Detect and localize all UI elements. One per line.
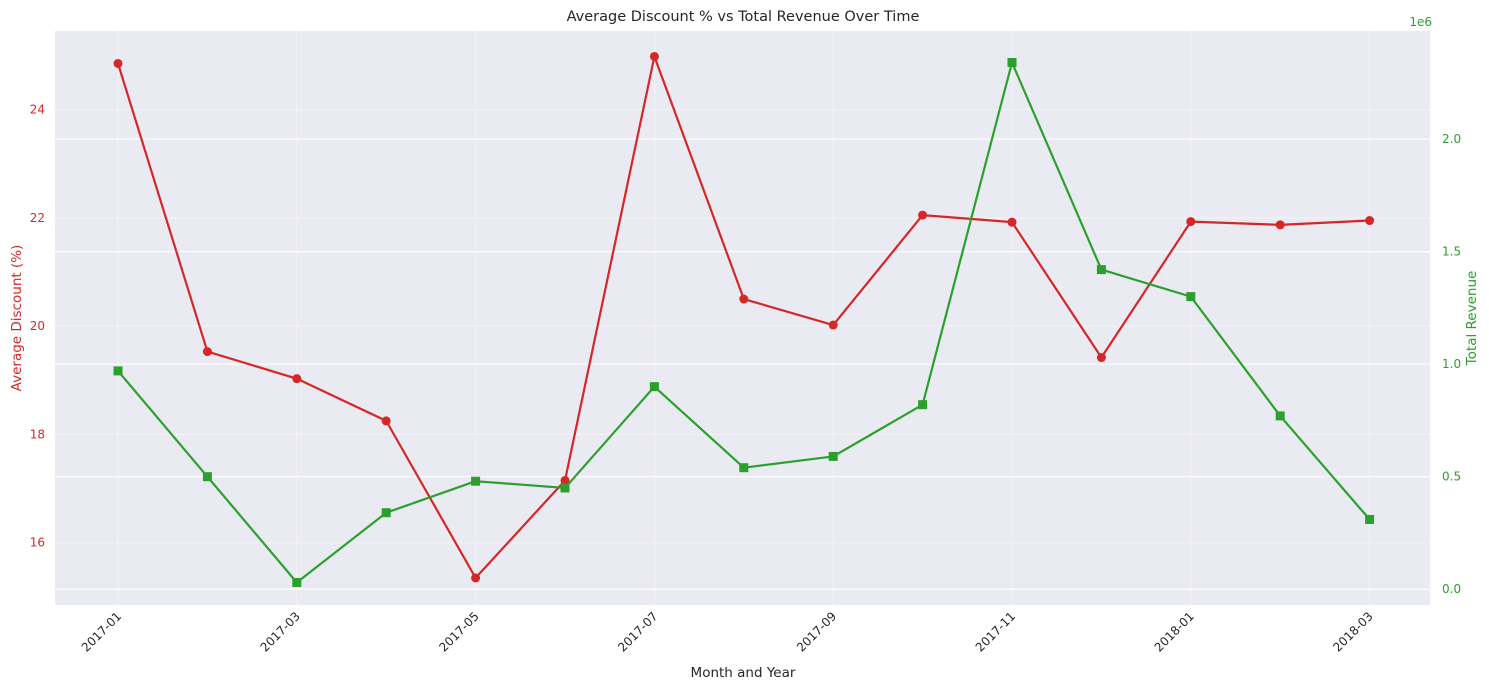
series-0-point <box>918 210 928 220</box>
x-tick-label: 2017-01 <box>79 609 124 654</box>
series-0-point <box>649 51 659 61</box>
y-right-tick-label: 0.5 <box>1442 470 1461 484</box>
series-1-point <box>113 366 123 376</box>
y-right-tick-label: 0.0 <box>1442 582 1461 596</box>
series-1-point <box>292 577 302 587</box>
x-tick-label: 2018-03 <box>1330 609 1375 654</box>
series-0-point <box>1186 217 1196 227</box>
y-right-tick-label: 1.0 <box>1442 357 1461 371</box>
series-1-point <box>649 382 659 392</box>
series-0-point <box>202 347 212 357</box>
series-1-point <box>381 508 391 518</box>
x-tick-label: 2017-05 <box>436 609 481 654</box>
series-1-point <box>1275 411 1285 421</box>
y-left-tick-label: 22 <box>30 211 45 225</box>
series-0-point <box>471 573 481 583</box>
chart-title: Average Discount % vs Total Revenue Over… <box>567 9 920 25</box>
series-0-point <box>560 475 570 485</box>
x-tick-label: 2017-11 <box>973 609 1018 654</box>
y-right-axis-label: Total Revenue <box>1464 271 1480 367</box>
x-tick-label: 2017-09 <box>794 609 839 654</box>
x-tick-label: 2017-07 <box>615 609 660 654</box>
series-0-point <box>381 416 391 426</box>
y-right-offset-label: 1e6 <box>1409 15 1432 29</box>
series-0-point <box>1007 217 1017 227</box>
series-1-point <box>1007 58 1017 68</box>
x-tick-label: 2017-03 <box>258 609 303 654</box>
y-right-tick-label: 1.5 <box>1442 245 1461 259</box>
plot-background <box>55 31 1430 605</box>
series-layer <box>113 51 1375 587</box>
series-1-point <box>1096 265 1106 275</box>
series-0-point <box>113 58 123 68</box>
y-left-tick-label: 24 <box>30 103 45 117</box>
series-0-point <box>739 294 749 304</box>
y-left-tick-label: 20 <box>30 319 45 333</box>
series-1-point <box>471 476 481 486</box>
grid-lines <box>55 31 1430 605</box>
x-tick-label: 2018-01 <box>1152 609 1197 654</box>
y-left-tick-label: 18 <box>30 427 45 441</box>
series-1-point <box>1365 514 1375 524</box>
series-1-point <box>1186 292 1196 302</box>
series-1-point <box>739 463 749 473</box>
y-right-tick-label: 2.0 <box>1442 132 1461 146</box>
series-0-point <box>828 320 838 330</box>
series-1-point <box>828 451 838 461</box>
series-1-point <box>918 400 928 410</box>
y-left-axis-label: Average Discount (%) <box>9 245 25 392</box>
series-0-point <box>1096 353 1106 363</box>
series-1-point <box>560 483 570 493</box>
series-0-point <box>1365 216 1375 226</box>
series-1-point <box>202 472 212 482</box>
y-left-tick-label: 16 <box>30 536 45 550</box>
x-axis-label: Month and Year <box>691 665 796 681</box>
series-0-point <box>292 374 302 384</box>
series-0-point <box>1275 220 1285 230</box>
